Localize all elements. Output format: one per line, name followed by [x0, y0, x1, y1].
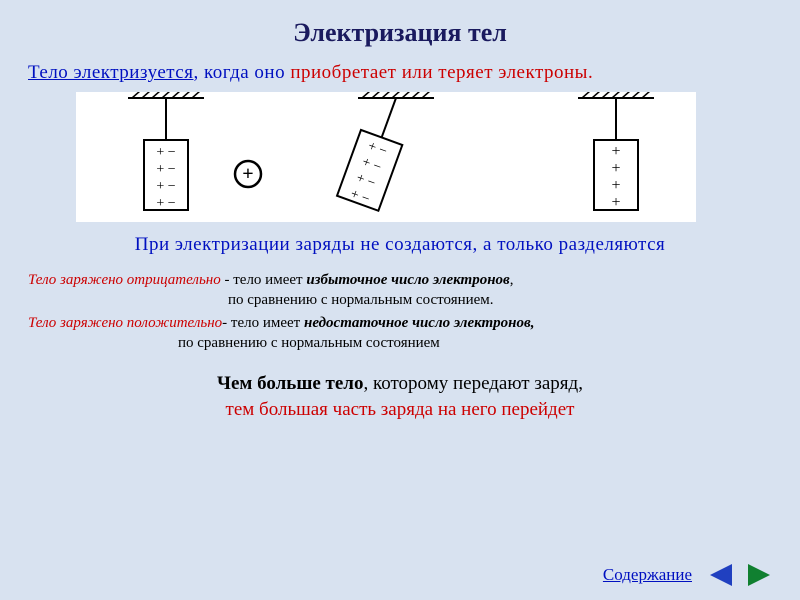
neg-label: Тело заряжено отрицательно: [28, 272, 221, 288]
definition-predicate: приобретает или теряет электроны.: [290, 62, 593, 83]
positive-charge-para: Тело заряжено положительно- тело имеет н…: [28, 313, 772, 354]
svg-text:+ −: + −: [156, 145, 175, 160]
svg-text:+: +: [611, 177, 620, 194]
slide-title: Электризация тел: [28, 18, 772, 48]
neg-tail: по сравнению с нормальным состоянием.: [228, 290, 494, 310]
svg-text:+: +: [242, 163, 253, 185]
pos-tail: по сравнению с нормальным состоянием: [178, 333, 440, 353]
neg-comma: ,: [510, 272, 514, 288]
svg-text:+: +: [611, 143, 620, 160]
svg-text:+ −: + −: [156, 179, 175, 194]
charge-separation-line: При электризации заряды не создаются, а …: [28, 234, 772, 256]
svg-text:+ −: + −: [156, 196, 175, 211]
svg-text:+: +: [611, 160, 620, 177]
svg-text:+ −: + −: [156, 162, 175, 177]
conclusion-b: , которому передают заряд,: [363, 373, 582, 394]
negative-charge-para: Тело заряжено отрицательно - тело имеет …: [28, 270, 772, 311]
pos-key: недостаточное число электронов,: [304, 315, 534, 331]
conclusion-line: Чем больше тело, которому передают заряд…: [28, 371, 772, 422]
conclusion-c: тем большая часть заряда на него перейде…: [226, 399, 575, 420]
neg-mid: - тело имеет: [221, 272, 307, 288]
neg-key: избыточное число электронов: [306, 272, 509, 288]
nav-next-button[interactable]: [744, 562, 774, 588]
footer-nav: Содержание: [597, 562, 774, 588]
physics-diagram: + − + − + − + − +: [76, 92, 696, 222]
conclusion-a: Чем больше тело: [217, 373, 363, 394]
nav-prev-button[interactable]: [706, 562, 736, 588]
pos-mid: - тело имеет: [222, 315, 304, 331]
svg-text:+: +: [611, 194, 620, 211]
pos-label: Тело заряжено положительно: [28, 315, 222, 331]
definition-subject: Тело электризуется: [28, 62, 193, 83]
contents-link[interactable]: Содержание: [597, 563, 698, 587]
definition-line: Тело электризуется, когда оно приобретае…: [28, 62, 772, 84]
definition-mid: , когда оно: [193, 62, 290, 83]
